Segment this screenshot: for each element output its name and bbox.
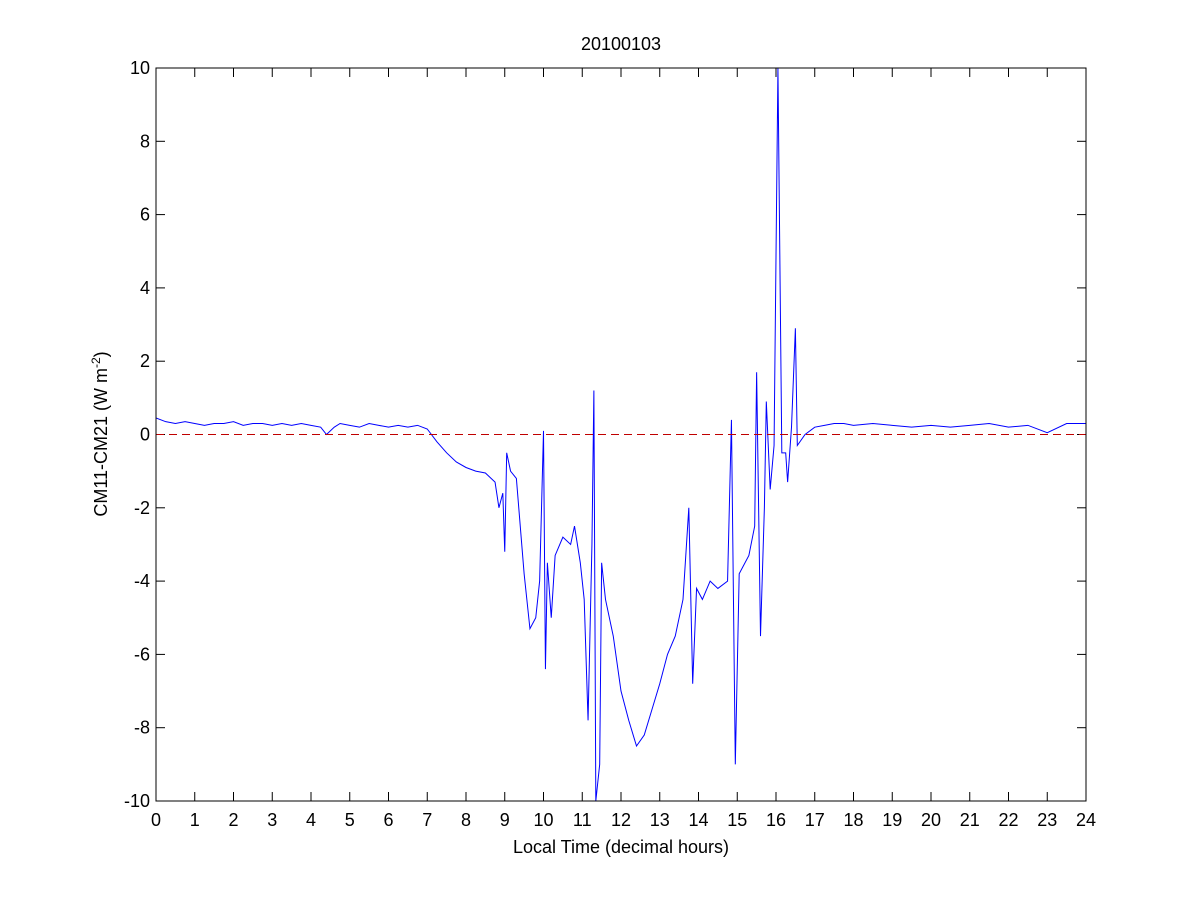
x-tick-label: 20	[921, 810, 941, 830]
x-tick-label: 17	[805, 810, 825, 830]
x-axis-label: Local Time (decimal hours)	[513, 837, 729, 857]
x-tick-label: 10	[533, 810, 553, 830]
y-tick-label: -6	[134, 644, 150, 664]
y-label-text: CM11-CM21 (W m	[91, 368, 111, 517]
x-tick-label: 16	[766, 810, 786, 830]
x-tick-label: 9	[500, 810, 510, 830]
chart-title: 20100103	[581, 34, 661, 54]
x-tick-label: 2	[228, 810, 238, 830]
x-tick-label: 19	[882, 810, 902, 830]
x-tick-label: 0	[151, 810, 161, 830]
x-tick-label: 7	[422, 810, 432, 830]
x-tick-label: 24	[1076, 810, 1096, 830]
y-label-suffix: )	[91, 351, 111, 357]
y-tick-label: -8	[134, 718, 150, 738]
data-line	[156, 68, 1086, 801]
x-tick-label: 8	[461, 810, 471, 830]
y-tick-label: -4	[134, 571, 150, 591]
x-tick-label: 4	[306, 810, 316, 830]
x-tick-label: 22	[998, 810, 1018, 830]
x-tick-label: 21	[960, 810, 980, 830]
x-tick-label: 12	[611, 810, 631, 830]
x-tick-label: 11	[573, 810, 592, 830]
y-tick-label: -10	[124, 791, 150, 811]
x-tick-label: 13	[650, 810, 670, 830]
y-tick-label: -2	[134, 498, 150, 518]
x-tick-label: 5	[345, 810, 355, 830]
x-tick-label: 15	[727, 810, 747, 830]
x-tick-label: 3	[267, 810, 277, 830]
y-tick-label: 4	[140, 278, 150, 298]
y-tick-label: 6	[140, 205, 150, 225]
x-tick-label: 14	[688, 810, 708, 830]
x-tick-label: 18	[843, 810, 863, 830]
y-label-superscript: -2	[89, 357, 103, 368]
y-tick-label: 10	[130, 58, 150, 78]
x-tick-label: 23	[1037, 810, 1057, 830]
plot-frame	[155, 67, 1087, 802]
y-tick-label: 2	[140, 351, 150, 371]
y-tick-label: 0	[140, 425, 150, 445]
x-tick-label: 6	[383, 810, 393, 830]
y-axis-label: CM11-CM21 (W m-2)	[89, 351, 111, 516]
y-tick-label: 8	[140, 131, 150, 151]
x-tick-label: 1	[190, 810, 200, 830]
